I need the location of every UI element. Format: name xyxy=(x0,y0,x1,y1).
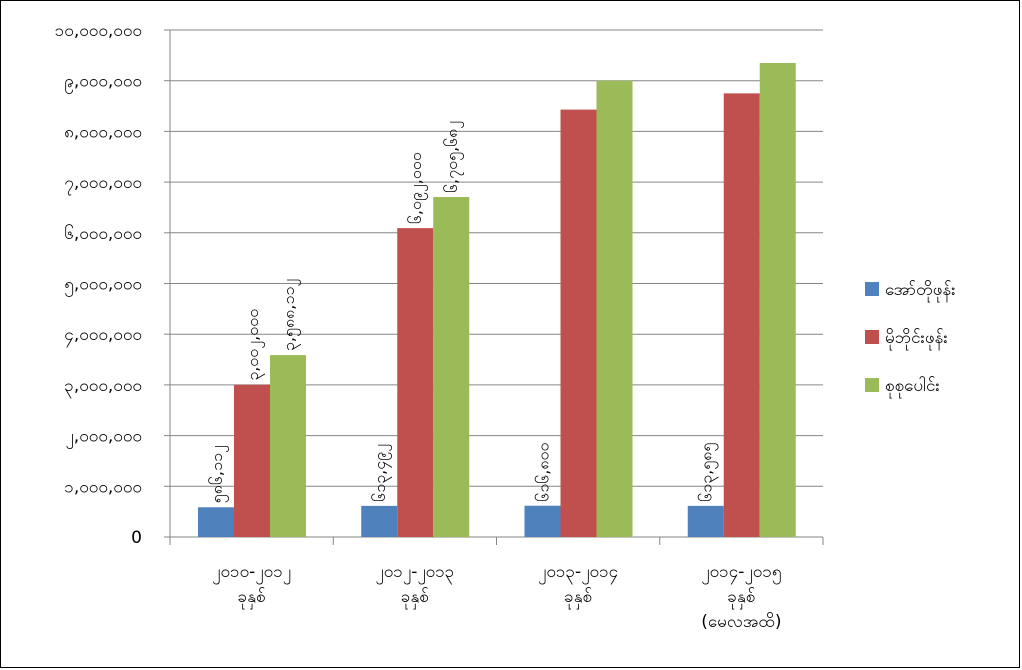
y-tick-label: ၈,၀၀၀,၀၀၀ xyxy=(64,122,142,142)
y-tick-label: ၇,၀၀၀,၀၀၀ xyxy=(64,173,142,196)
x-tick-label: ခုနှစ် xyxy=(238,587,266,610)
y-tick-label: ၁,၀၀၀,၀၀၀ xyxy=(64,477,142,497)
legend-swatch xyxy=(865,330,879,344)
data-label: ၃,၀၀၂,၀၀၀ xyxy=(243,309,265,381)
bar xyxy=(723,93,760,537)
x-axis: ၂၀၁၀-၂၀၁၂ခုနှစ်၂၀၁၂-၂၀၁၃ခုနှစ်၂၀၁၃-၂၀၁၄ခ… xyxy=(169,537,824,632)
bar xyxy=(596,80,633,537)
y-tick-label: 0 xyxy=(131,528,142,548)
bar xyxy=(198,507,234,537)
data-label: ၆,၀၉၂,၀၀၀ xyxy=(406,152,428,224)
bar xyxy=(759,62,796,538)
bar xyxy=(560,109,597,537)
y-tick-label: ၅,၀၀၀,၀၀၀ xyxy=(64,275,142,298)
y-tick-label: ၂,၀၀၀,၀၀၀ xyxy=(65,427,142,450)
x-tick-label: (မေလအထိ) xyxy=(701,612,781,632)
data-label: ၅၈၆,၁၁၂ xyxy=(207,445,229,503)
legend-swatch xyxy=(865,282,879,296)
x-tick-label: ခုနှစ် xyxy=(401,587,429,610)
bar xyxy=(397,228,434,537)
y-tick-label: ၄,၀၀၀,၀၀၀ xyxy=(64,325,142,348)
bar xyxy=(361,505,398,537)
bars xyxy=(198,62,796,538)
legend-label: စုစုပေါင်း xyxy=(885,375,940,399)
x-tick-label: ခုနှစ် xyxy=(727,587,755,610)
x-tick-label: ၂၀၁၀-၂၀၁၂ xyxy=(212,562,291,585)
data-label: ၆,၇၀၅,၆၈၂ xyxy=(442,121,464,193)
legend-label: အော်တိုဖုန်း xyxy=(885,280,956,303)
data-label: ၆၁၃,၄၉၂ xyxy=(370,444,392,502)
legend-label: မိုဘိုင်းဖုန်း xyxy=(885,328,948,351)
data-label: ၃,၅၈၈,၁၁၂ xyxy=(279,279,301,351)
bar xyxy=(433,197,470,538)
x-tick-label: ခုနှစ် xyxy=(564,587,592,610)
y-tick-label: ၁၀,၀၀၀,၀၀၀ xyxy=(55,21,142,41)
y-axis: 0 ၁,၀၀၀,၀၀၀ ၂,၀၀၀,၀၀၀ ၃,၀၀၀,၀၀၀ ၄,၀၀၀,၀၀၀ ၅,၀… xyxy=(55,21,171,548)
y-tick-label: ၆,၀၀၀,၀၀၀ xyxy=(64,223,142,244)
data-label: ၆၁၆,၈၀၀ xyxy=(534,442,553,501)
x-tick-label: ၂၀၁၄-၂၀၁၅ xyxy=(701,562,781,585)
y-tick-label: ၃,၀၀၀,၀၀၀ xyxy=(64,376,142,399)
y-tick-label: ၉,၀၀၀,၀၀၀ xyxy=(64,72,142,95)
bar xyxy=(687,505,724,537)
legend: အော်တိုဖုန်းမိုဘိုင်းဖုန်းစုစုပေါင်း xyxy=(865,280,956,399)
x-tick-label: ၂၀၁၂-၂၀၁၃ xyxy=(375,562,454,585)
bar xyxy=(234,384,270,537)
bar xyxy=(270,355,306,537)
x-tick-label: ၂၀၁၃-၂၀၁၄ xyxy=(538,562,618,585)
bar xyxy=(524,505,561,537)
data-label: ၆၁၃,၅၈၅ xyxy=(697,443,719,502)
legend-swatch xyxy=(865,378,879,392)
